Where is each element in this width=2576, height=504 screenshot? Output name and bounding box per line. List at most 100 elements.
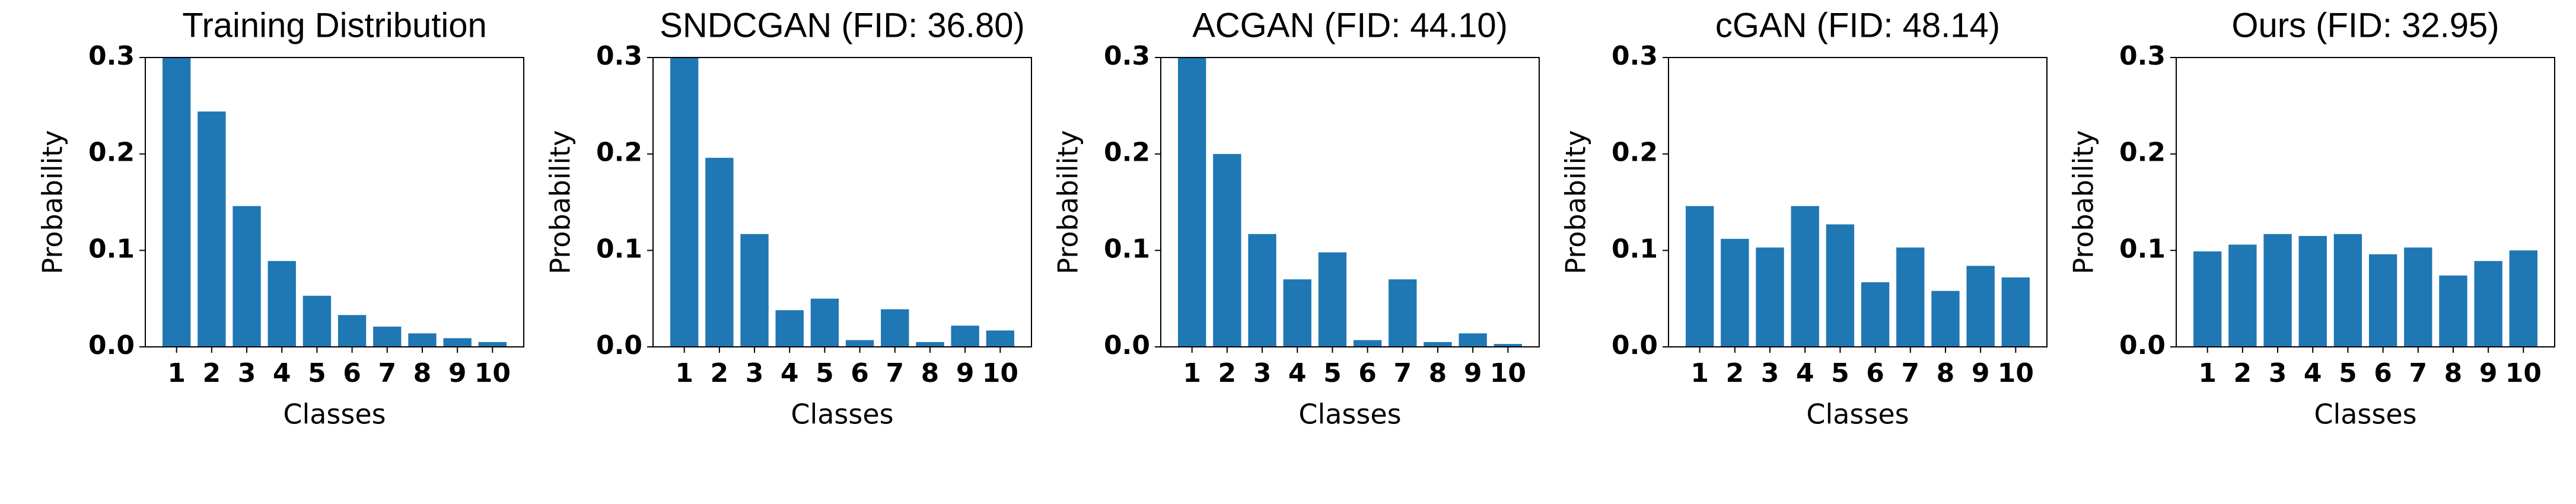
x-tick-label: 6 — [343, 358, 361, 388]
bar — [1686, 206, 1714, 347]
bar — [1826, 224, 1855, 347]
subplot: ACGAN (FID: 44.10) 1 2 3 4 5 6 7 8 9 10 0.0 0.1 0.2 0.… — [1052, 6, 1540, 430]
y-tick-label: 0.2 — [596, 138, 642, 168]
subplot: SNDCGAN (FID: 36.80) 1 2 3 4 5 6 7 8 9 10 0.0 0.1 0.2… — [545, 6, 1032, 430]
y-tick-label: 0.3 — [2119, 41, 2166, 71]
x-tick-label: 6 — [1358, 358, 1377, 388]
subplot: Training Distribution 1 2 3 4 5 6 7 8 9 10 0.0 0.1 0.… — [37, 6, 524, 430]
x-tick-label: 4 — [2304, 358, 2322, 388]
bar — [1248, 234, 1276, 347]
y-tick-label: 0.3 — [1612, 41, 1658, 71]
subplot-title: Training Distribution — [182, 6, 487, 44]
bar — [1966, 266, 1995, 347]
bar — [1721, 238, 1749, 347]
subplot-title: SNDCGAN (FID: 36.80) — [660, 6, 1025, 44]
bar — [198, 111, 226, 347]
x-tick-label: 7 — [886, 358, 904, 388]
x-tick-label: 2 — [1726, 358, 1744, 388]
bar — [1896, 247, 1925, 347]
x-tick-label: 8 — [921, 358, 940, 388]
x-tick-label: 1 — [1183, 358, 1201, 388]
axes-frame — [1668, 57, 2048, 347]
x-tick-label: 10 — [2505, 358, 2542, 388]
bar — [268, 261, 296, 347]
bar — [1318, 252, 1347, 347]
x-tick-label: 1 — [2198, 358, 2217, 388]
x-axis-label: Classes — [2314, 398, 2416, 430]
bar — [1283, 279, 1311, 347]
bar — [303, 295, 332, 347]
bar — [1459, 333, 1487, 347]
bar — [740, 234, 769, 347]
subplot-title: cGAN (FID: 48.14) — [1715, 6, 2000, 44]
bar — [1756, 247, 1784, 347]
bar — [2193, 251, 2222, 347]
bar — [2439, 275, 2467, 347]
bar — [1494, 344, 1522, 347]
x-tick-label: 1 — [1690, 358, 1709, 388]
x-tick-label: 7 — [2409, 358, 2427, 388]
axes-frame — [1160, 57, 1540, 347]
x-tick-label: 4 — [781, 358, 799, 388]
x-tick-label: 10 — [475, 358, 511, 388]
x-tick-label: 5 — [308, 358, 326, 388]
y-tick-label: 0.0 — [2119, 330, 2166, 361]
x-tick-label: 10 — [1490, 358, 1526, 388]
x-tick-label: 7 — [1901, 358, 1919, 388]
bar — [916, 342, 944, 347]
bar — [2509, 250, 2537, 347]
x-tick-label: 5 — [1323, 358, 1342, 388]
x-tick-label: 1 — [167, 358, 186, 388]
x-tick-label: 2 — [711, 358, 729, 388]
y-axis-label: Probability — [1052, 130, 1084, 274]
bar — [845, 340, 874, 347]
x-tick-label: 6 — [851, 358, 869, 388]
x-tick-label: 8 — [1429, 358, 1447, 388]
x-tick-label: 1 — [675, 358, 693, 388]
axes-frame — [652, 57, 1032, 347]
subplot: cGAN (FID: 48.14) 1 2 3 4 5 6 7 8 9 10 0.0 0.1 0.2 0.3… — [1560, 6, 2048, 430]
bar — [2228, 244, 2257, 347]
bar — [775, 310, 804, 347]
axes-frame — [145, 57, 524, 347]
x-tick-label: 8 — [413, 358, 432, 388]
y-tick-label: 0.1 — [2119, 234, 2166, 264]
bar — [408, 333, 437, 347]
bar — [443, 338, 472, 347]
bar — [1213, 154, 1241, 347]
bar — [2001, 277, 2030, 347]
x-tick-label: 8 — [2444, 358, 2463, 388]
x-tick-label: 6 — [1866, 358, 1884, 388]
x-tick-label: 8 — [1937, 358, 1955, 388]
x-axis-label: Classes — [283, 398, 386, 430]
x-tick-label: 3 — [2269, 358, 2287, 388]
x-tick-label: 4 — [1288, 358, 1307, 388]
subplot-title: ACGAN (FID: 44.10) — [1192, 6, 1508, 44]
y-tick-label: 0.0 — [1104, 330, 1150, 361]
x-tick-label: 4 — [1796, 358, 1814, 388]
x-tick-label: 6 — [2374, 358, 2392, 388]
bar — [2404, 247, 2432, 347]
y-tick-label: 0.1 — [596, 234, 642, 264]
x-tick-label: 10 — [1998, 358, 2034, 388]
bar — [2333, 234, 2362, 347]
x-tick-label: 2 — [203, 358, 221, 388]
subplot-title: Ours (FID: 32.95) — [2231, 6, 2499, 44]
x-tick-label: 3 — [1253, 358, 1272, 388]
x-tick-label: 3 — [238, 358, 256, 388]
x-tick-label: 9 — [956, 358, 975, 388]
x-tick-label: 10 — [982, 358, 1018, 388]
x-tick-label: 5 — [2339, 358, 2357, 388]
x-tick-label: 3 — [1761, 358, 1779, 388]
y-tick-label: 0.3 — [1104, 41, 1150, 71]
y-tick-label: 0.2 — [1612, 138, 1658, 168]
x-tick-label: 9 — [1972, 358, 1990, 388]
y-tick-label: 0.2 — [2119, 138, 2166, 168]
y-tick-label: 0.0 — [1612, 330, 1658, 361]
bar — [163, 58, 191, 347]
x-tick-label: 7 — [1393, 358, 1412, 388]
bar — [1389, 279, 1417, 347]
x-tick-label: 9 — [1464, 358, 1482, 388]
y-tick-label: 0.2 — [88, 138, 135, 168]
y-tick-label: 0.0 — [596, 330, 642, 361]
